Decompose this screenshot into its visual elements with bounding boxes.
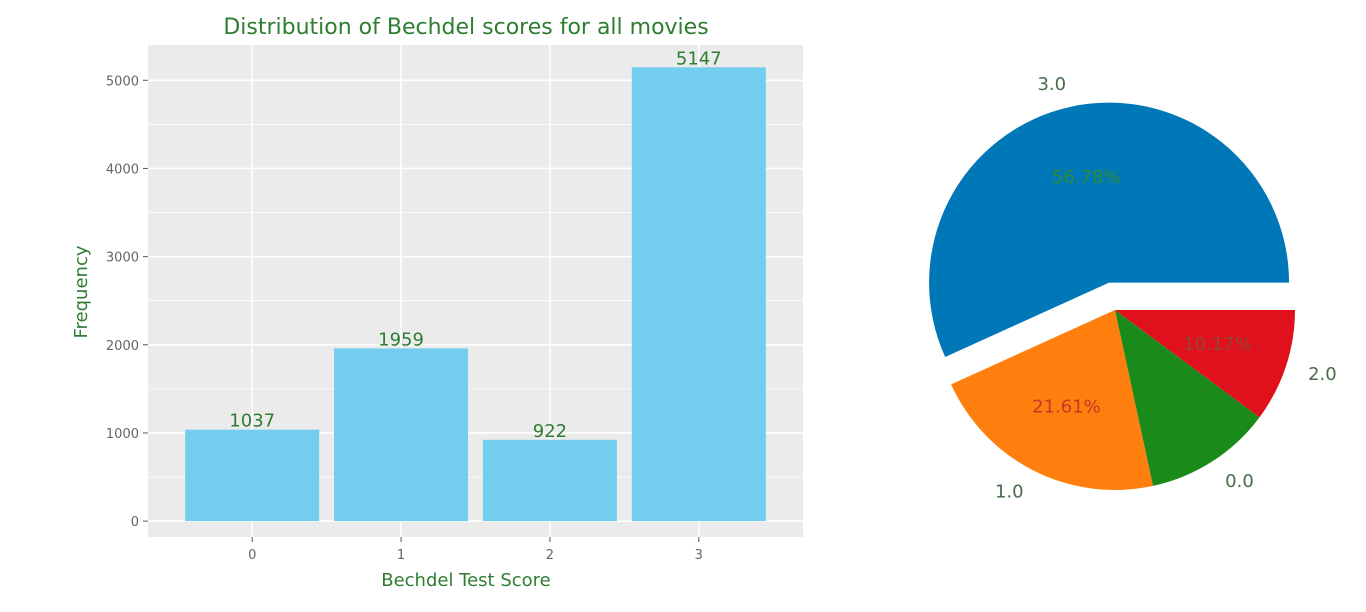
pie-slice-0-0	[1115, 310, 1260, 486]
y-tick-label: 2000	[106, 339, 139, 354]
bar-3	[631, 67, 766, 522]
x-tick-label: 3	[695, 548, 703, 563]
bar-data-label: 1037	[229, 411, 275, 432]
pie-chart-slices	[929, 102, 1295, 491]
y-tick-label: 5000	[106, 74, 139, 89]
y-tick-label: 0	[131, 515, 139, 530]
bar-2	[482, 439, 617, 522]
y-tick-label: 3000	[106, 251, 139, 266]
bar-chart-x-ticks: 0 1 2 3	[248, 537, 703, 563]
pie-chart-labels: 3.0 1.0 0.0 2.0	[995, 74, 1337, 503]
bar-chart: 1037 1959 922 5147 0 1000 2000 3000 4000 5000 0 1…	[71, 15, 803, 591]
pie-slice-label: 2.0	[1308, 364, 1337, 385]
bar-chart-y-ticks: 0 1000 2000 3000 4000 5000	[106, 74, 148, 530]
x-tick-label: 0	[248, 548, 256, 563]
bar-data-label: 922	[533, 421, 567, 442]
y-tick-label: 1000	[106, 427, 139, 442]
x-tick-label: 1	[397, 548, 405, 563]
bar-chart-x-axis-label: Bechdel Test Score	[381, 570, 551, 591]
pie-slice-label: 0.0	[1225, 471, 1254, 492]
y-tick-label: 4000	[106, 162, 139, 177]
bar-data-label: 1959	[378, 329, 424, 350]
bar-chart-bars	[185, 67, 766, 522]
pie-chart-percent-labels: 56.78% 21.61% 10.17%	[1032, 167, 1252, 417]
pie-slice-label: 3.0	[1037, 74, 1066, 95]
bar-chart-y-axis-label: Frequency	[71, 245, 92, 338]
pie-slice-1-0	[951, 310, 1154, 491]
pie-percent-label: 21.61%	[1032, 396, 1101, 417]
bar-data-label: 5147	[676, 48, 722, 69]
pie-slice-label: 1.0	[995, 482, 1024, 503]
bar-1	[334, 348, 469, 522]
pie-percent-label: 10.17%	[1183, 334, 1252, 355]
bar-chart-data-labels: 1037 1959 922 5147	[229, 48, 721, 442]
pie-slice-3-0	[929, 102, 1290, 358]
pie-slice-2-0	[1115, 310, 1295, 418]
pie-chart: 3.0 1.0 0.0 2.0 56.78% 21.61% 10.17%	[929, 74, 1337, 503]
pie-percent-label: 56.78%	[1052, 167, 1121, 188]
x-tick-label: 2	[546, 548, 554, 563]
bar-chart-title: Distribution of Bechdel scores for all m…	[223, 15, 708, 40]
bar-0	[185, 429, 320, 522]
